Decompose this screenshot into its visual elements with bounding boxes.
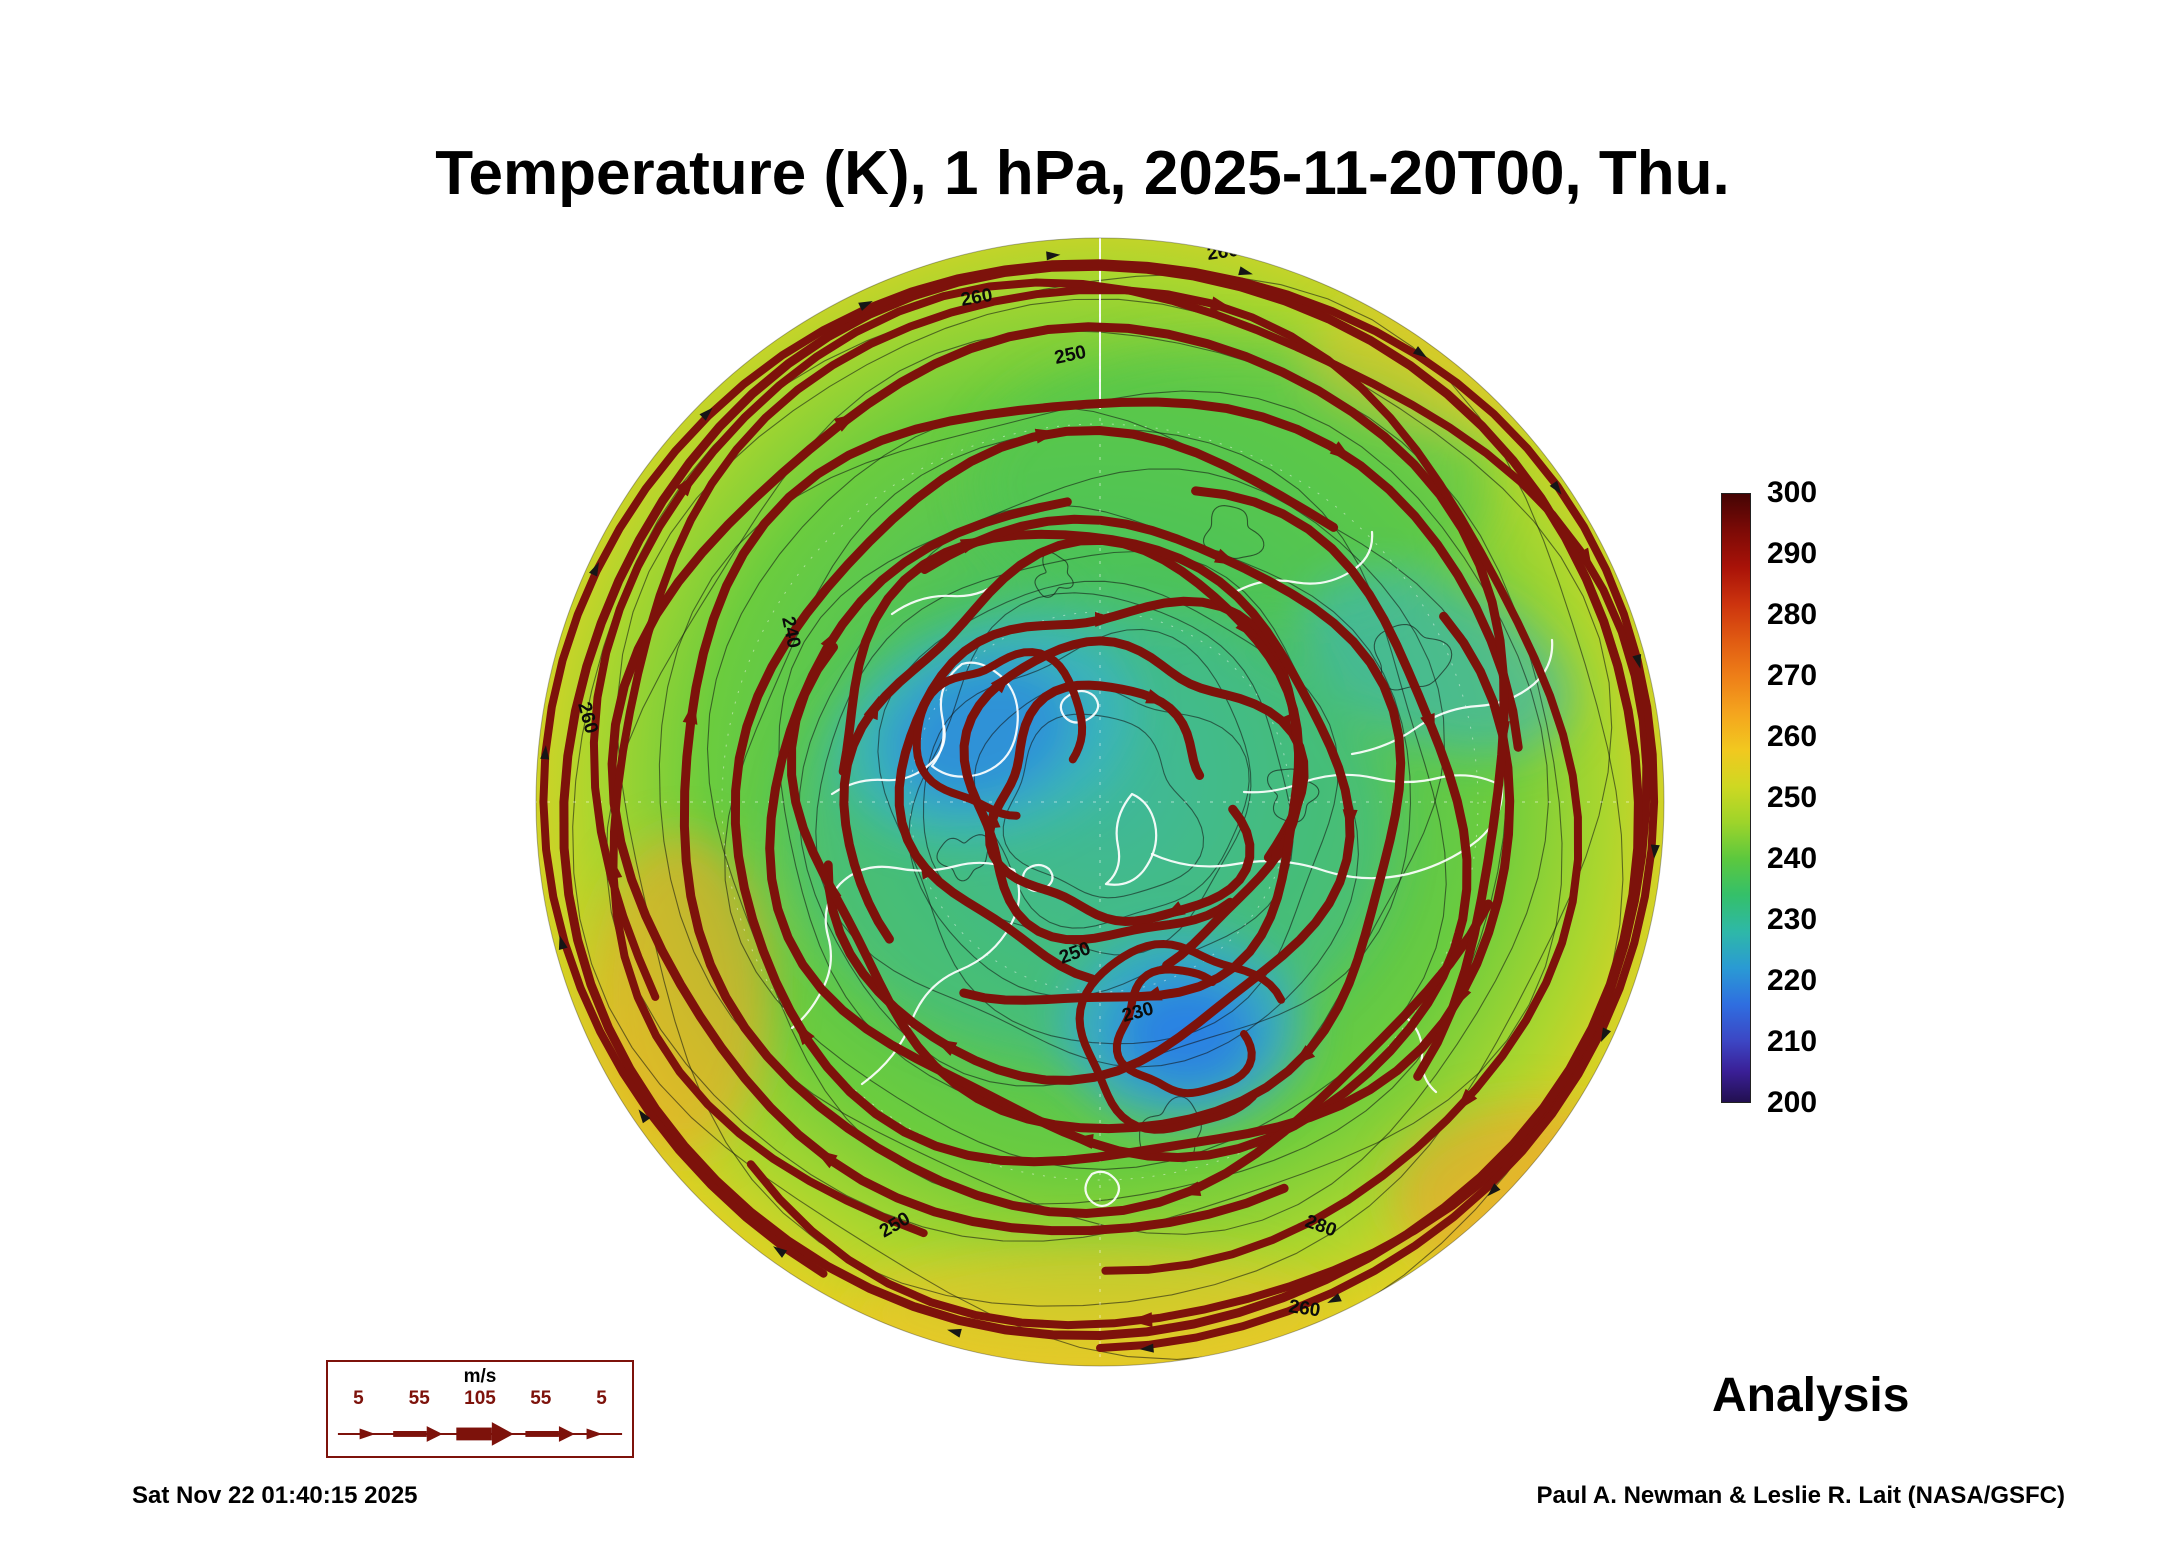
- wind-speed-legend: m/s 5 55 105 55 5: [326, 1360, 634, 1458]
- rim-wind-arrows: [540, 251, 1660, 1353]
- wind-streamlines: [539, 259, 1659, 1352]
- colorbar-tick-label: 290: [1767, 537, 1818, 570]
- colorbar-tick-label: 300: [1767, 476, 1818, 509]
- wind-speed-value: 105: [464, 1388, 496, 1409]
- colorbar-tick-label: 280: [1767, 598, 1818, 631]
- colorbar-tick-label: 230: [1767, 903, 1818, 936]
- colorbar-ticks: 300 290 280 270 260 250 240 230 220 210 200: [1767, 478, 1857, 1118]
- contour-label: 260: [1287, 1296, 1321, 1321]
- plot-title: Temperature (K), 1 hPa, 2025-11-20T00, T…: [435, 139, 1730, 208]
- credit-line: Paul A. Newman & Leslie R. Lait (NASA/GS…: [1536, 1482, 2065, 1509]
- wind-speed-value: 5: [596, 1388, 607, 1409]
- colorbar-tick-label: 250: [1767, 781, 1818, 814]
- wind-speed-value: 5: [353, 1388, 364, 1409]
- analysis-label: Analysis: [1712, 1369, 1910, 1422]
- colorbar: 300 290 280 270 260 250 240 230 220 210 200: [1721, 478, 1861, 1118]
- contour-label: 260: [1206, 240, 1240, 265]
- colorbar-gradient: [1721, 493, 1751, 1103]
- colorbar-tick-label: 240: [1767, 842, 1818, 875]
- wind-arrow-scale: [337, 1422, 623, 1446]
- map-rim: [535, 237, 1665, 1367]
- wind-arrow-glyphs: [337, 1422, 623, 1446]
- colorbar-tick-label: 260: [1767, 720, 1818, 753]
- generated-timestamp: Sat Nov 22 01:40:15 2025: [132, 1482, 418, 1509]
- colorbar-tick-label: 220: [1767, 964, 1818, 997]
- wind-speed-value: 55: [408, 1388, 430, 1409]
- wind-units-label: m/s: [463, 1366, 497, 1387]
- wind-speed-values: 5 55 105 55 5: [328, 1388, 632, 1410]
- colorbar-tick-label: 210: [1767, 1025, 1818, 1058]
- wind-speed-value: 55: [530, 1388, 552, 1409]
- colorbar-tick-label: 200: [1767, 1086, 1818, 1119]
- colorbar-tick-label: 270: [1767, 659, 1818, 692]
